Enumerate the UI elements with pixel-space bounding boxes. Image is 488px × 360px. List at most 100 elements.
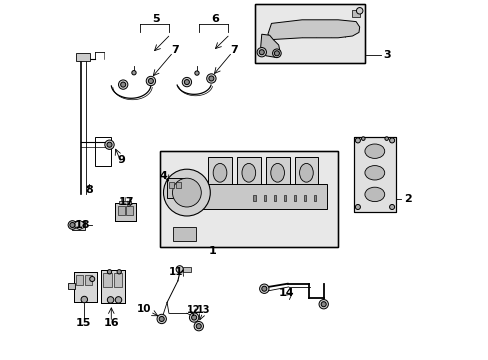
Bar <box>255 4 365 63</box>
Circle shape <box>68 221 77 229</box>
Polygon shape <box>260 34 280 58</box>
Ellipse shape <box>213 163 226 182</box>
Circle shape <box>81 296 87 303</box>
Bar <box>101 270 125 303</box>
Circle shape <box>196 324 201 329</box>
Bar <box>237 157 260 187</box>
Bar <box>303 195 306 201</box>
Circle shape <box>189 313 199 322</box>
Bar <box>283 195 285 201</box>
Text: 18: 18 <box>75 220 90 230</box>
Circle shape <box>159 316 164 321</box>
Ellipse shape <box>270 163 284 182</box>
Bar <box>293 195 296 201</box>
Bar <box>182 267 190 272</box>
Bar <box>126 206 133 215</box>
Bar <box>265 157 289 187</box>
Circle shape <box>89 276 95 282</box>
Circle shape <box>176 266 183 273</box>
Text: 13: 13 <box>197 305 210 315</box>
Circle shape <box>115 297 122 303</box>
Bar <box>172 227 196 241</box>
Circle shape <box>257 48 266 57</box>
Circle shape <box>259 50 264 55</box>
Circle shape <box>163 169 210 216</box>
Circle shape <box>191 315 196 320</box>
Circle shape <box>361 137 365 140</box>
Bar <box>160 151 337 247</box>
Text: 4: 4 <box>159 171 167 181</box>
Bar <box>115 203 136 221</box>
Circle shape <box>389 138 394 143</box>
Bar <box>103 273 111 287</box>
Bar <box>76 275 83 285</box>
Text: 6: 6 <box>211 14 219 24</box>
Circle shape <box>206 74 216 83</box>
Circle shape <box>389 204 394 210</box>
Bar <box>273 195 276 201</box>
Bar <box>118 206 125 215</box>
Circle shape <box>355 138 360 143</box>
Circle shape <box>182 77 191 87</box>
Text: 8: 8 <box>85 185 93 195</box>
Bar <box>354 137 395 212</box>
Bar <box>72 221 85 230</box>
Bar <box>119 201 131 204</box>
Ellipse shape <box>242 163 255 182</box>
Circle shape <box>146 76 155 86</box>
Circle shape <box>107 297 114 303</box>
Polygon shape <box>75 220 84 230</box>
Text: 7: 7 <box>230 45 238 55</box>
Circle shape <box>384 137 387 140</box>
Text: 15: 15 <box>76 318 91 328</box>
Circle shape <box>107 142 112 147</box>
Ellipse shape <box>364 144 384 158</box>
Circle shape <box>117 270 121 274</box>
Bar <box>352 10 360 17</box>
Circle shape <box>194 321 203 331</box>
Bar <box>73 272 97 302</box>
Bar <box>68 283 75 289</box>
Bar <box>294 157 318 187</box>
Circle shape <box>118 80 127 89</box>
Text: 10: 10 <box>137 304 151 314</box>
Bar <box>263 195 265 201</box>
Text: 7: 7 <box>171 45 179 55</box>
Text: 14: 14 <box>279 288 294 298</box>
Circle shape <box>121 82 125 87</box>
Polygon shape <box>267 20 359 40</box>
Bar <box>313 195 316 201</box>
Circle shape <box>355 204 360 210</box>
Bar <box>176 182 181 188</box>
Circle shape <box>184 80 189 85</box>
Circle shape <box>104 140 114 149</box>
Circle shape <box>132 71 136 75</box>
Circle shape <box>107 270 111 274</box>
Bar <box>197 184 326 209</box>
Bar <box>101 270 125 303</box>
Bar <box>354 137 395 212</box>
Text: 17: 17 <box>119 197 134 207</box>
Bar <box>114 273 122 287</box>
Text: 1: 1 <box>208 246 216 256</box>
Circle shape <box>148 78 153 84</box>
Bar <box>168 182 174 188</box>
Text: 16: 16 <box>103 318 119 328</box>
Text: 3: 3 <box>382 50 390 60</box>
Circle shape <box>208 76 213 81</box>
Circle shape <box>259 284 268 293</box>
Circle shape <box>272 49 281 58</box>
Bar <box>115 203 136 221</box>
Bar <box>73 272 97 302</box>
Bar <box>208 157 231 187</box>
Circle shape <box>321 302 325 307</box>
Bar <box>95 137 111 166</box>
Bar <box>253 195 256 201</box>
Ellipse shape <box>299 163 313 182</box>
Circle shape <box>261 286 266 291</box>
Bar <box>160 151 337 247</box>
Bar <box>167 178 185 198</box>
Bar <box>76 53 89 61</box>
Circle shape <box>274 51 279 56</box>
Circle shape <box>157 314 166 324</box>
